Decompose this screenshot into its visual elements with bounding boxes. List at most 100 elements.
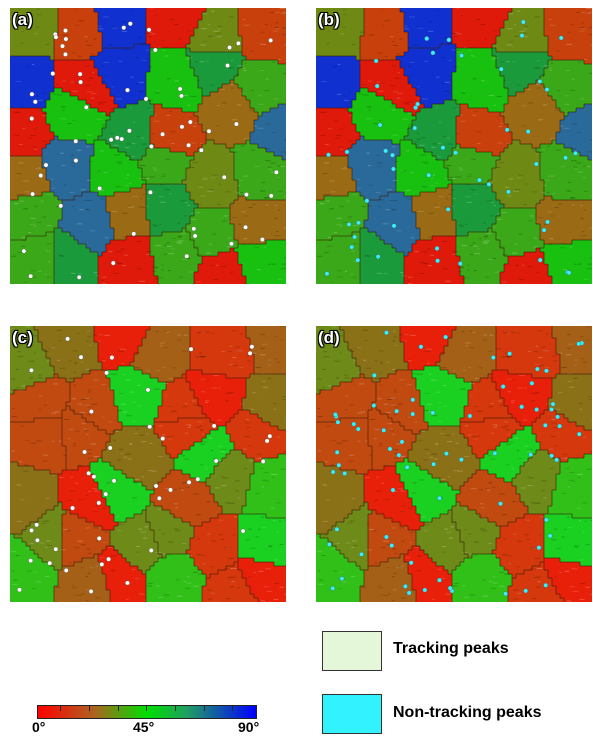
grain-boundary <box>130 188 131 192</box>
grain-cell <box>46 168 91 173</box>
grain-cell <box>348 164 397 169</box>
grain-cell <box>58 8 95 13</box>
grain-boundary <box>146 200 147 204</box>
texture-speck <box>478 248 481 249</box>
texture-speck <box>486 233 492 234</box>
texture-speck <box>274 27 278 28</box>
grain-cell <box>142 342 191 347</box>
grain-cell <box>352 100 393 105</box>
grain-boundary <box>190 342 191 346</box>
texture-speck <box>263 246 266 247</box>
grain-boundary <box>250 140 251 144</box>
grain-boundary <box>246 276 247 280</box>
grain-boundary <box>368 216 369 220</box>
texture-speck <box>418 211 424 212</box>
texture-speck <box>472 189 476 190</box>
grain-cell <box>198 116 259 121</box>
grain-boundary <box>58 20 59 24</box>
grain-boundary <box>110 216 111 220</box>
grain-cell <box>26 236 55 241</box>
texture-speck <box>410 62 415 63</box>
grain-boundary <box>118 48 122 49</box>
grain-cell <box>460 108 489 113</box>
grain-boundary <box>150 220 151 224</box>
grain-cell <box>508 12 545 17</box>
grain-cell <box>246 334 286 339</box>
grain-boundary <box>328 56 332 57</box>
texture-speck <box>31 443 37 444</box>
grain-boundary <box>588 64 592 65</box>
grain-cell <box>10 462 19 467</box>
texture-speck <box>149 109 153 110</box>
grain-boundary <box>348 148 352 149</box>
grain-cell <box>234 76 286 81</box>
texture-speck <box>142 144 147 145</box>
grain-boundary <box>564 116 568 117</box>
grain-cell <box>420 192 453 197</box>
grain-boundary <box>202 100 203 104</box>
texture-speck <box>266 123 272 124</box>
grain-boundary <box>54 88 58 89</box>
texture-speck <box>100 199 106 200</box>
grain-boundary <box>90 172 91 176</box>
grain-cell <box>42 160 91 165</box>
texture-speck <box>43 113 48 114</box>
grain-cell <box>316 264 361 269</box>
grain-boundary <box>98 52 99 56</box>
grain-boundary <box>352 232 353 236</box>
texture-speck <box>446 165 451 166</box>
grain-boundary <box>190 366 191 370</box>
texture-speck <box>555 207 559 208</box>
grain-boundary <box>46 100 50 101</box>
tracking-peak-dot <box>63 28 67 32</box>
grain-boundary <box>404 136 408 137</box>
grain-boundary <box>504 80 505 84</box>
texture-speck <box>86 209 91 210</box>
texture-speck <box>218 29 221 30</box>
texture-speck <box>519 234 523 235</box>
grain-boundary <box>86 244 87 248</box>
grain-boundary <box>384 244 388 245</box>
grain-boundary <box>194 156 195 160</box>
grain-boundary <box>492 48 493 52</box>
grain-boundary <box>218 208 222 209</box>
texture-speck <box>240 334 242 335</box>
grain-boundary <box>452 96 453 100</box>
grain-cell <box>154 422 215 427</box>
texture-speck <box>96 119 102 120</box>
texture-speck <box>130 392 135 393</box>
grain-boundary <box>508 144 509 148</box>
grain-cell <box>114 394 163 399</box>
grain-cell <box>146 598 203 602</box>
texture-speck <box>566 44 572 45</box>
grain-boundary <box>568 148 572 149</box>
grain-boundary <box>500 208 501 212</box>
grain-cell <box>448 168 493 173</box>
grain-cell <box>58 220 111 225</box>
grain-cell <box>10 36 55 41</box>
texture-speck <box>87 407 92 408</box>
texture-speck <box>336 135 342 136</box>
grain-boundary <box>492 188 493 192</box>
grain-boundary <box>230 204 234 205</box>
grain-boundary <box>372 200 376 201</box>
texture-speck <box>158 277 164 278</box>
grain-boundary <box>436 236 440 237</box>
grain-boundary <box>360 244 361 248</box>
grain-cell <box>94 330 147 335</box>
grain-cell <box>360 272 405 277</box>
grain-boundary <box>408 40 409 44</box>
grain-boundary <box>22 390 26 391</box>
texture-speck <box>580 205 583 206</box>
grain-boundary <box>190 330 191 334</box>
grain-cell <box>98 12 147 17</box>
grain-boundary <box>210 422 214 423</box>
grain-boundary <box>90 108 94 109</box>
grain-boundary <box>114 192 115 196</box>
grain-boundary <box>178 184 182 185</box>
grain-boundary <box>190 40 191 44</box>
texture-speck <box>30 224 35 225</box>
texture-speck <box>228 67 234 68</box>
texture-speck <box>30 135 36 136</box>
grain-cell <box>54 72 99 77</box>
